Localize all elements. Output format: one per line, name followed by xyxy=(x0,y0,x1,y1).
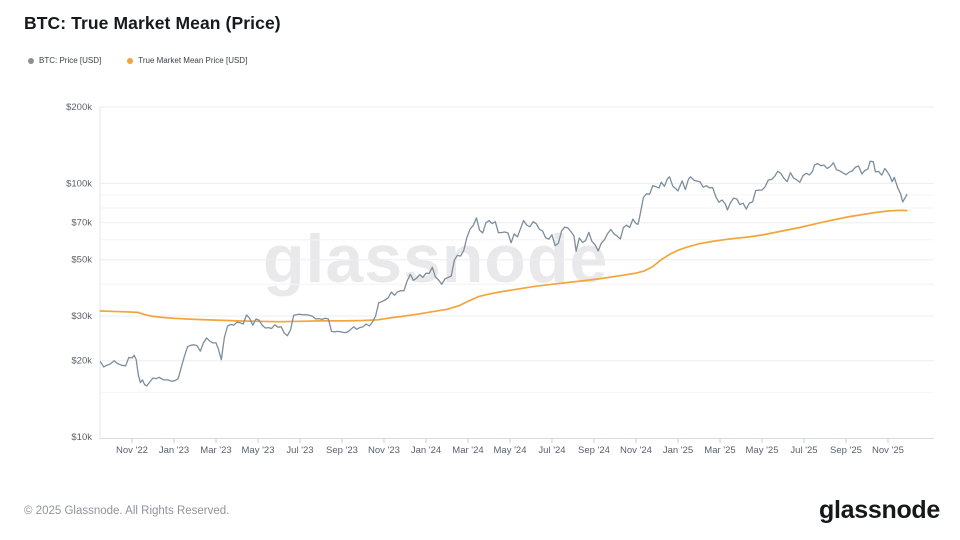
legend-dot-icon xyxy=(127,57,134,64)
x-axis-tick-label: Nov '23 xyxy=(368,445,400,456)
x-axis-tick-label: Jan '23 xyxy=(159,445,189,456)
x-axis-tick-label: Jul '25 xyxy=(790,445,817,456)
page-title: BTC: True Market Mean (Price) xyxy=(24,13,281,33)
copyright-text: © 2025 Glassnode. All Rights Reserved. xyxy=(24,505,230,517)
x-axis-tick-label: May '24 xyxy=(494,445,527,456)
y-axis-tick-label: $30k xyxy=(71,311,92,322)
x-axis-tick-label: May '23 xyxy=(242,445,275,456)
x-axis-tick-label: Jan '25 xyxy=(663,445,693,456)
glassnode-watermark: glassnode xyxy=(263,221,609,297)
series-line xyxy=(99,209,908,323)
x-axis-tick-label: Nov '25 xyxy=(872,445,904,456)
x-axis-tick-label: May '25 xyxy=(746,445,779,456)
legend-dot-icon xyxy=(28,57,34,64)
legend-item-true-market-mean[interactable]: True Market Mean Price [USD] xyxy=(127,56,247,65)
x-axis-tick-label: Nov '24 xyxy=(620,445,652,456)
legend-item-btc-price[interactable]: BTC: Price [USD] xyxy=(28,56,101,65)
chart-legend: BTC: Price [USD] True Market Mean Price … xyxy=(28,56,247,65)
x-axis-tick-label: Nov '22 xyxy=(116,445,148,456)
x-axis-tick-label: Mar '23 xyxy=(200,445,231,456)
x-axis-tick-label: Mar '25 xyxy=(704,445,735,456)
y-axis-tick-label: $100k xyxy=(66,178,92,189)
x-axis-tick-label: Jul '23 xyxy=(286,445,313,456)
x-axis-tick-label: Sep '23 xyxy=(326,445,358,456)
legend-label: True Market Mean Price [USD] xyxy=(138,56,248,65)
x-axis-tick-label: Sep '25 xyxy=(830,445,862,456)
x-axis-tick-label: Jul '24 xyxy=(538,445,565,456)
y-axis-tick-label: $20k xyxy=(71,356,92,367)
y-axis-tick-label: $70k xyxy=(71,218,92,229)
y-axis-tick-label: $10k xyxy=(71,432,92,443)
y-axis-tick-label: $50k xyxy=(71,255,92,266)
y-axis-tick-label: $200k xyxy=(66,102,92,113)
x-axis-tick-label: Jan '24 xyxy=(411,445,441,456)
x-axis-tick-label: Sep '24 xyxy=(578,445,610,456)
glassnode-logo: glassnode xyxy=(819,496,940,524)
series-line xyxy=(99,160,908,387)
x-axis-tick-label: Mar '24 xyxy=(452,445,483,456)
legend-label: BTC: Price [USD] xyxy=(39,56,102,65)
